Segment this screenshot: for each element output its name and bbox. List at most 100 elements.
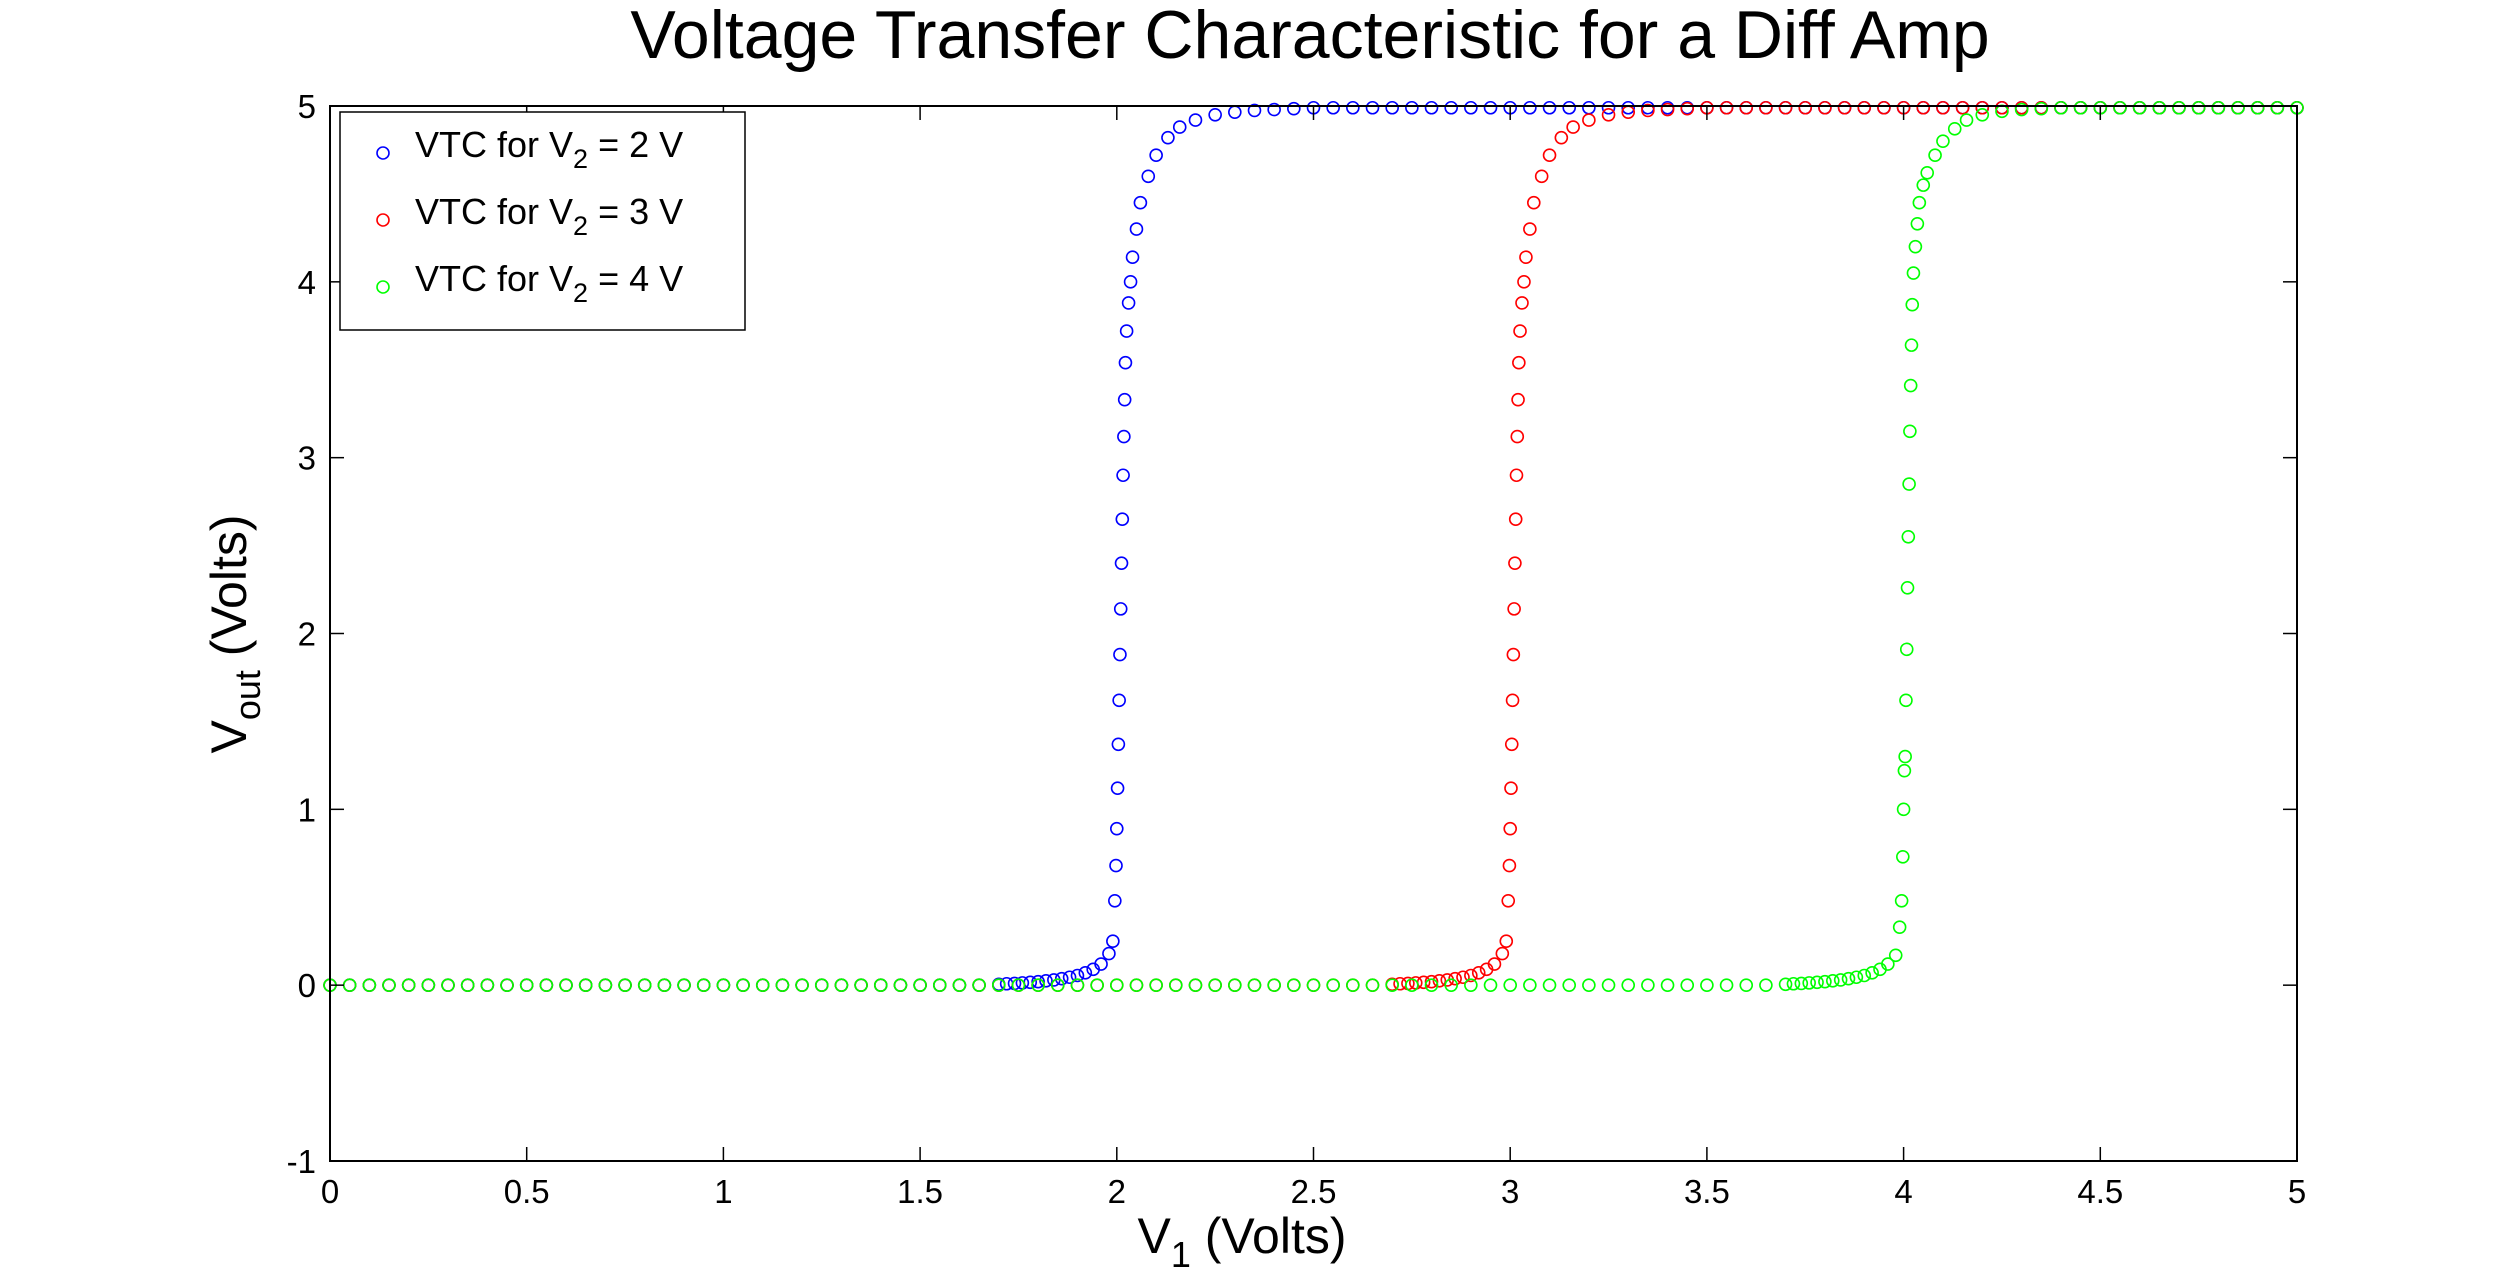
- data-point: [1680, 101, 1695, 116]
- data-point: [1975, 100, 1990, 115]
- data-point: [1778, 977, 1793, 992]
- data-point: [1188, 978, 1203, 992]
- data-point: [1641, 103, 1655, 118]
- x-tick-label: 0.5: [504, 1173, 550, 1210]
- data-point: [1267, 978, 1281, 992]
- data-point: [795, 978, 809, 992]
- data-point: [1562, 978, 1577, 992]
- data-point: [1554, 130, 1569, 145]
- data-point: [1287, 101, 1301, 116]
- data-point: [1504, 737, 1519, 752]
- data-point: [1582, 978, 1596, 992]
- data-point: [1113, 647, 1127, 662]
- data-point: [1509, 468, 1524, 483]
- data-point: [1566, 120, 1580, 134]
- data-point: [814, 978, 829, 992]
- data-point: [1169, 978, 1183, 992]
- data-point: [1508, 512, 1523, 527]
- data-point: [1505, 693, 1520, 708]
- data-point: [1172, 120, 1187, 134]
- data-point: [539, 978, 554, 992]
- data-point: [1910, 217, 1925, 231]
- data-point: [598, 978, 613, 992]
- data-point: [1464, 978, 1478, 992]
- data-point: [1786, 976, 1801, 991]
- data-point: [480, 978, 495, 992]
- data-point: [1502, 858, 1517, 873]
- data-point: [1519, 250, 1533, 265]
- data-point: [775, 978, 790, 992]
- data-point: [1582, 113, 1596, 127]
- data-point: [1517, 275, 1531, 289]
- data-point: [1117, 429, 1131, 444]
- data-point: [1857, 100, 1872, 115]
- data-point: [1506, 647, 1521, 662]
- data-point: [736, 978, 750, 992]
- data-point: [2191, 100, 2206, 115]
- data-point: [1881, 957, 1895, 971]
- data-point: [2132, 100, 2147, 115]
- data-point: [1405, 100, 1419, 115]
- legend-label: VTC for V2 = 3 V: [415, 191, 683, 241]
- data-point: [1904, 338, 1919, 352]
- data-point: [559, 978, 573, 992]
- data-point: [1739, 100, 1754, 115]
- y-axis-label: Vout (Volts): [201, 515, 268, 754]
- data-point: [755, 978, 770, 992]
- data-point: [1849, 970, 1864, 985]
- data-point: [1802, 976, 1816, 990]
- data-point: [1326, 978, 1340, 992]
- data-point: [1916, 178, 1931, 192]
- data-point: [1365, 978, 1380, 992]
- data-point: [1719, 978, 1734, 992]
- data-point: [1119, 324, 1134, 338]
- data-point: [1660, 102, 1675, 117]
- data-point: [991, 978, 1006, 992]
- data-point: [1149, 148, 1163, 163]
- data-point: [657, 978, 672, 992]
- data-point: [1899, 642, 1914, 657]
- data-point: [1031, 974, 1045, 989]
- data-point: [1898, 749, 1912, 764]
- data-point: [1444, 978, 1458, 992]
- data-point: [2152, 100, 2167, 115]
- data-point: [1247, 103, 1262, 118]
- data-point: [1346, 100, 1360, 115]
- data-point: [1110, 978, 1124, 992]
- data-point: [1892, 920, 1907, 934]
- legend-marker-red: [376, 213, 390, 227]
- data-point: [1523, 978, 1537, 992]
- data-point: [1267, 102, 1281, 117]
- data-point: [1523, 100, 1537, 115]
- data-point: [1113, 602, 1128, 616]
- data-point: [1504, 781, 1518, 796]
- legend-item-v2-2v: VTC for V2 = 2 V: [376, 124, 683, 174]
- x-tick-label: 1.5: [897, 1173, 943, 1210]
- x-axis-label-unit: (Volts): [1191, 1208, 1347, 1264]
- data-point: [1512, 355, 1526, 370]
- y-tick-label: 0: [298, 967, 316, 1004]
- data-point: [1070, 968, 1085, 983]
- data-point: [1562, 100, 1577, 115]
- legend-box: [339, 111, 746, 331]
- y-tick-label: 3: [298, 440, 316, 477]
- data-point: [1794, 976, 1809, 991]
- data-point: [401, 978, 416, 992]
- data-point: [1133, 195, 1148, 210]
- data-point: [1115, 512, 1130, 527]
- data-point: [1975, 107, 1990, 122]
- data-point: [1905, 297, 1920, 312]
- data-point: [873, 978, 888, 992]
- data-point: [1896, 850, 1910, 864]
- data-point: [1011, 978, 1026, 992]
- legend-label: VTC for V2 = 4 V: [415, 258, 683, 308]
- data-point: [618, 978, 632, 992]
- legend-marker-green: [376, 280, 390, 294]
- data-point: [1542, 978, 1557, 992]
- data-point: [1112, 693, 1126, 708]
- data-point: [1833, 973, 1848, 987]
- data-point: [1527, 195, 1541, 210]
- data-point: [1818, 100, 1832, 115]
- data-point: [1906, 266, 1921, 280]
- x-tick-label: 3: [1501, 1173, 1519, 1210]
